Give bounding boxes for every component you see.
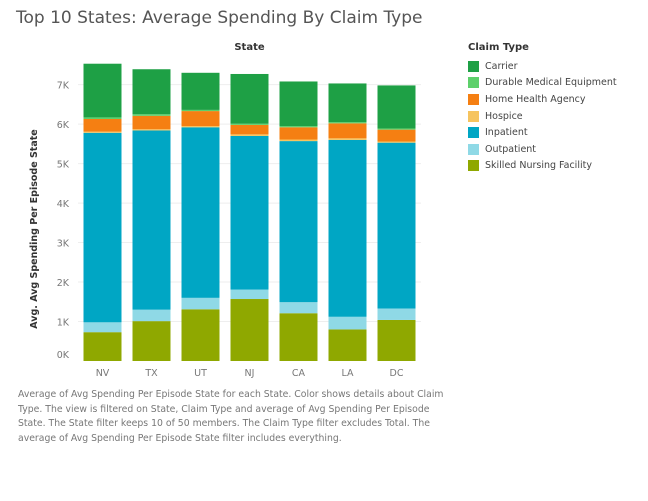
legend-label: Home Health Agency xyxy=(485,93,586,105)
x-tick-label: UT xyxy=(194,368,207,379)
bar-segment-ca-skilled-nursing-facility xyxy=(279,313,318,361)
legend-swatch xyxy=(468,110,479,122)
y-tick-label: 4K xyxy=(57,199,70,210)
bar-segment-la-outpatient xyxy=(328,316,367,330)
y-tick-label: 1K xyxy=(57,318,70,329)
x-tick-label: DC xyxy=(390,368,404,379)
bar-segment-ut-skilled-nursing-facility xyxy=(181,309,220,361)
stacked-bar-chart: State Avg. Avg Spending Per Episode State… xyxy=(29,42,421,379)
y-tick-label: 0K xyxy=(57,350,70,361)
bar-segment-ca-hospice xyxy=(279,139,318,142)
legend-title: Claim Type xyxy=(468,42,529,53)
y-tick-label: 7K xyxy=(57,81,70,92)
bar-segment-ca-outpatient xyxy=(279,302,318,314)
bar-segment-dc-home-health-agency xyxy=(377,129,416,142)
legend-label: Durable Medical Equipment xyxy=(485,77,617,89)
legend-swatch xyxy=(468,127,479,139)
legend-label: Inpatient xyxy=(485,127,528,139)
legend-item: Carrier xyxy=(468,58,617,75)
bar-segment-tx-durable-medical-equipment xyxy=(132,114,171,116)
bar-segment-ut-carrier xyxy=(181,72,220,110)
chart-caption: Average of Avg Spending Per Episode Stat… xyxy=(18,389,444,444)
bar-segment-ut-outpatient xyxy=(181,297,220,310)
bar-segment-ca-home-health-agency xyxy=(279,127,318,140)
y-tick-label: 5K xyxy=(57,160,70,171)
bar-segment-ca-carrier xyxy=(279,81,318,127)
bar-segment-ut-hospice xyxy=(181,126,220,128)
bar-segment-tx-carrier xyxy=(132,69,171,115)
bar-segment-ut-durable-medical-equipment xyxy=(181,109,220,112)
bar-segment-dc-hospice xyxy=(377,141,416,143)
legend-item: Inpatient xyxy=(468,124,617,141)
bar-segment-nv-home-health-agency xyxy=(83,118,122,132)
x-tick-label: LA xyxy=(341,368,354,379)
bar-segment-tx-outpatient xyxy=(132,309,171,322)
bar-segment-nj-skilled-nursing-facility xyxy=(230,299,269,361)
x-axis-label: State xyxy=(234,42,265,53)
y-axis-label: Avg. Avg Spending Per Episode State xyxy=(29,129,40,328)
bar-segment-dc-skilled-nursing-facility xyxy=(377,319,416,361)
bar-segment-la-carrier xyxy=(328,83,367,123)
legend-item: Home Health Agency xyxy=(468,91,617,108)
bar-segment-dc-durable-medical-equipment xyxy=(377,128,416,130)
x-tick-label: CA xyxy=(292,368,306,379)
bar-segment-nj-durable-medical-equipment xyxy=(230,123,269,125)
x-tick-label: NV xyxy=(96,368,110,379)
bar-segment-nv-durable-medical-equipment xyxy=(83,117,122,119)
legend-item: Hospice xyxy=(468,108,617,125)
bar-segment-tx-hospice xyxy=(132,129,171,131)
bar-segment-nj-carrier xyxy=(230,73,269,124)
bar-segment-nj-home-health-agency xyxy=(230,124,269,135)
bar-segment-la-home-health-agency xyxy=(328,123,367,139)
x-tick-label: TX xyxy=(144,368,158,379)
bar-segment-la-skilled-nursing-facility xyxy=(328,329,367,361)
legend-item: Skilled Nursing Facility xyxy=(468,158,617,175)
legend-label: Outpatient xyxy=(485,143,537,155)
bar-segment-la-hospice xyxy=(328,138,367,140)
bar-segment-nv-hospice xyxy=(83,131,122,133)
bar-segment-dc-carrier xyxy=(377,85,416,129)
legend-swatch xyxy=(468,77,479,89)
legend-label: Carrier xyxy=(485,60,518,72)
bar-segment-dc-inpatient xyxy=(377,142,416,309)
legend-swatch xyxy=(468,143,479,155)
legend-item: Outpatient xyxy=(468,141,617,158)
legend-swatch xyxy=(468,60,479,72)
legend-label: Hospice xyxy=(485,110,523,122)
legend-swatch xyxy=(468,160,479,172)
bar-segment-ca-inpatient xyxy=(279,141,318,303)
bar-segment-nv-carrier xyxy=(83,63,122,118)
bar-segment-nj-outpatient xyxy=(230,289,269,300)
bar-segment-tx-skilled-nursing-facility xyxy=(132,321,171,361)
bar-segment-ut-inpatient xyxy=(181,127,220,298)
bar-segment-la-inpatient xyxy=(328,139,367,317)
legend-label: Skilled Nursing Facility xyxy=(485,160,592,172)
y-tick-label: 6K xyxy=(57,120,70,131)
bar-segment-ut-home-health-agency xyxy=(181,111,220,127)
legend: Claim Type Carrier Durable Medical Equipm… xyxy=(468,42,617,174)
bar-segment-nv-outpatient xyxy=(83,322,122,333)
y-tick-label: 3K xyxy=(57,239,70,250)
bar-segment-tx-inpatient xyxy=(132,130,171,310)
bar-segment-la-durable-medical-equipment xyxy=(328,122,367,124)
bar-segment-nv-skilled-nursing-facility xyxy=(83,332,122,361)
bar-segment-nv-inpatient xyxy=(83,132,122,323)
bar-segment-ca-durable-medical-equipment xyxy=(279,126,318,128)
chart-title: Top 10 States: Average Spending By Claim… xyxy=(16,8,423,28)
x-tick-label: NJ xyxy=(245,368,255,379)
legend-item: Durable Medical Equipment xyxy=(468,75,617,92)
bar-segment-dc-outpatient xyxy=(377,308,416,320)
y-tick-label: 2K xyxy=(57,278,70,289)
bar-segment-nj-inpatient xyxy=(230,135,269,290)
bar-segment-nj-hospice xyxy=(230,134,269,136)
bar-segment-tx-home-health-agency xyxy=(132,115,171,130)
legend-swatch xyxy=(468,93,479,105)
